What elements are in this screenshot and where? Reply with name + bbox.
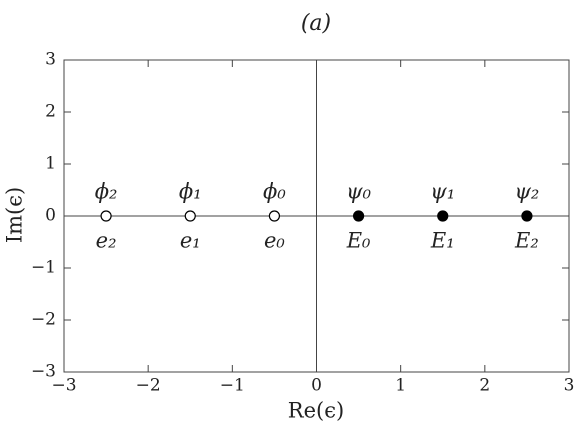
y-tick-label: 2: [45, 102, 56, 122]
point: [100, 210, 112, 222]
y-tick-label: 3: [45, 50, 56, 70]
chart-title: (a): [301, 11, 331, 36]
y-tick-label: 1: [45, 154, 56, 174]
point: [268, 210, 281, 222]
x-tick-label: 3: [564, 376, 575, 396]
x-axis-label: Re(ϵ): [288, 399, 344, 423]
x-tick-label: 2: [479, 376, 490, 396]
y-tick-label: −1: [31, 258, 56, 278]
point-label-above: ϕ₀: [263, 180, 286, 204]
y-tick-label: −2: [31, 310, 56, 330]
point: [437, 210, 449, 222]
point-label-below: e₂: [96, 229, 117, 253]
point-label-above: ψ₂: [514, 180, 539, 204]
point-label-above: ϕ₂: [95, 180, 118, 204]
y-tick-label: 0: [45, 206, 56, 226]
x-tick-label: −2: [136, 376, 161, 396]
x-tick-label: 0: [311, 376, 322, 396]
point-label-below: E₀: [346, 229, 371, 253]
point-label-above: ψ₀: [346, 180, 371, 204]
point-label-above: ψ₁: [430, 180, 455, 204]
point-label-below: e₀: [264, 229, 285, 253]
x-tick-label: −3: [51, 376, 76, 396]
point: [352, 210, 365, 222]
x-tick-label: 1: [395, 376, 406, 396]
point: [521, 210, 533, 222]
y-axis-label: Im(ϵ): [3, 187, 27, 243]
y-tick-label: −3: [31, 362, 56, 382]
x-tick-label: −1: [220, 376, 245, 396]
point: [184, 210, 196, 222]
point-label-below: E₂: [514, 229, 539, 253]
point-label-above: ϕ₁: [179, 180, 202, 204]
point-label-below: E₁: [430, 229, 455, 253]
point-label-below: e₁: [180, 229, 201, 253]
